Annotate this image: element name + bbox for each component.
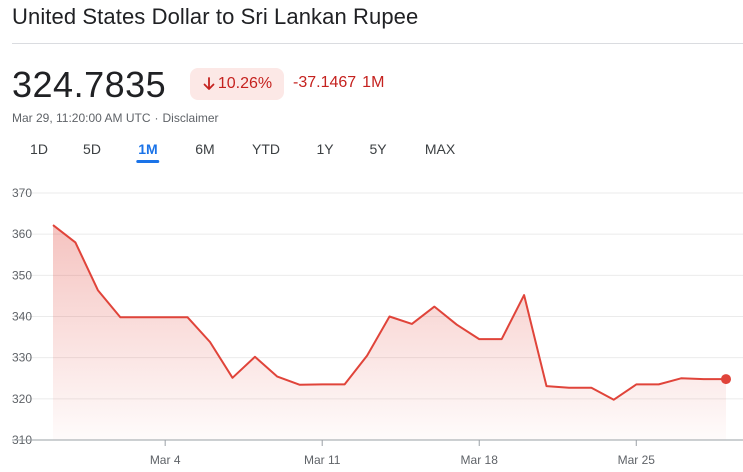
x-tick-label: Mar 11 bbox=[304, 453, 341, 467]
tab-5d[interactable]: 5D bbox=[83, 141, 101, 157]
absolute-change-value: -37.1467 bbox=[293, 74, 357, 91]
time-range-tabs: 1D 5D 1M 6M YTD 1Y 5Y MAX bbox=[0, 141, 743, 167]
percent-change-badge: 10.26% bbox=[190, 68, 284, 100]
tab-5y[interactable]: 5Y bbox=[369, 141, 387, 157]
y-tick-label: 370 bbox=[12, 186, 32, 200]
quote-timestamp-line: Mar 29, 11:20:00 AM UTC · Disclaimer bbox=[12, 111, 219, 125]
x-tick-label: Mar 4 bbox=[150, 453, 181, 467]
page-title: United States Dollar to Sri Lankan Rupee bbox=[12, 4, 419, 29]
tab-1y[interactable]: 1Y bbox=[316, 141, 334, 157]
y-tick-label: 340 bbox=[12, 310, 32, 324]
quote-timestamp: Mar 29, 11:20:00 AM UTC bbox=[12, 111, 151, 125]
current-price: 324.7835 bbox=[12, 64, 167, 105]
change-period: 1M bbox=[362, 74, 385, 91]
tab-ytd[interactable]: YTD bbox=[252, 141, 280, 157]
y-tick-label: 350 bbox=[12, 268, 32, 282]
tab-1m[interactable]: 1M bbox=[136, 141, 161, 163]
percent-change-value: 10.26% bbox=[217, 75, 273, 92]
arrow-down-icon bbox=[203, 77, 215, 90]
x-tick-label: Mar 25 bbox=[618, 453, 656, 467]
y-tick-label: 360 bbox=[12, 227, 32, 241]
tab-max[interactable]: MAX bbox=[424, 141, 456, 157]
y-tick-label: 320 bbox=[12, 392, 32, 406]
title-divider bbox=[12, 43, 743, 44]
last-price-dot bbox=[721, 374, 731, 385]
absolute-change: -37.1467 1M bbox=[293, 74, 384, 92]
disclaimer-link[interactable]: Disclaimer bbox=[162, 111, 219, 125]
price-area-fill bbox=[53, 225, 726, 440]
tab-1d[interactable]: 1D bbox=[30, 141, 48, 157]
y-tick-label: 330 bbox=[12, 351, 32, 365]
timestamp-separator: · bbox=[154, 111, 159, 125]
x-tick-label: Mar 18 bbox=[461, 453, 499, 467]
price-line bbox=[52, 224, 726, 401]
tab-6m[interactable]: 6M bbox=[195, 141, 215, 157]
